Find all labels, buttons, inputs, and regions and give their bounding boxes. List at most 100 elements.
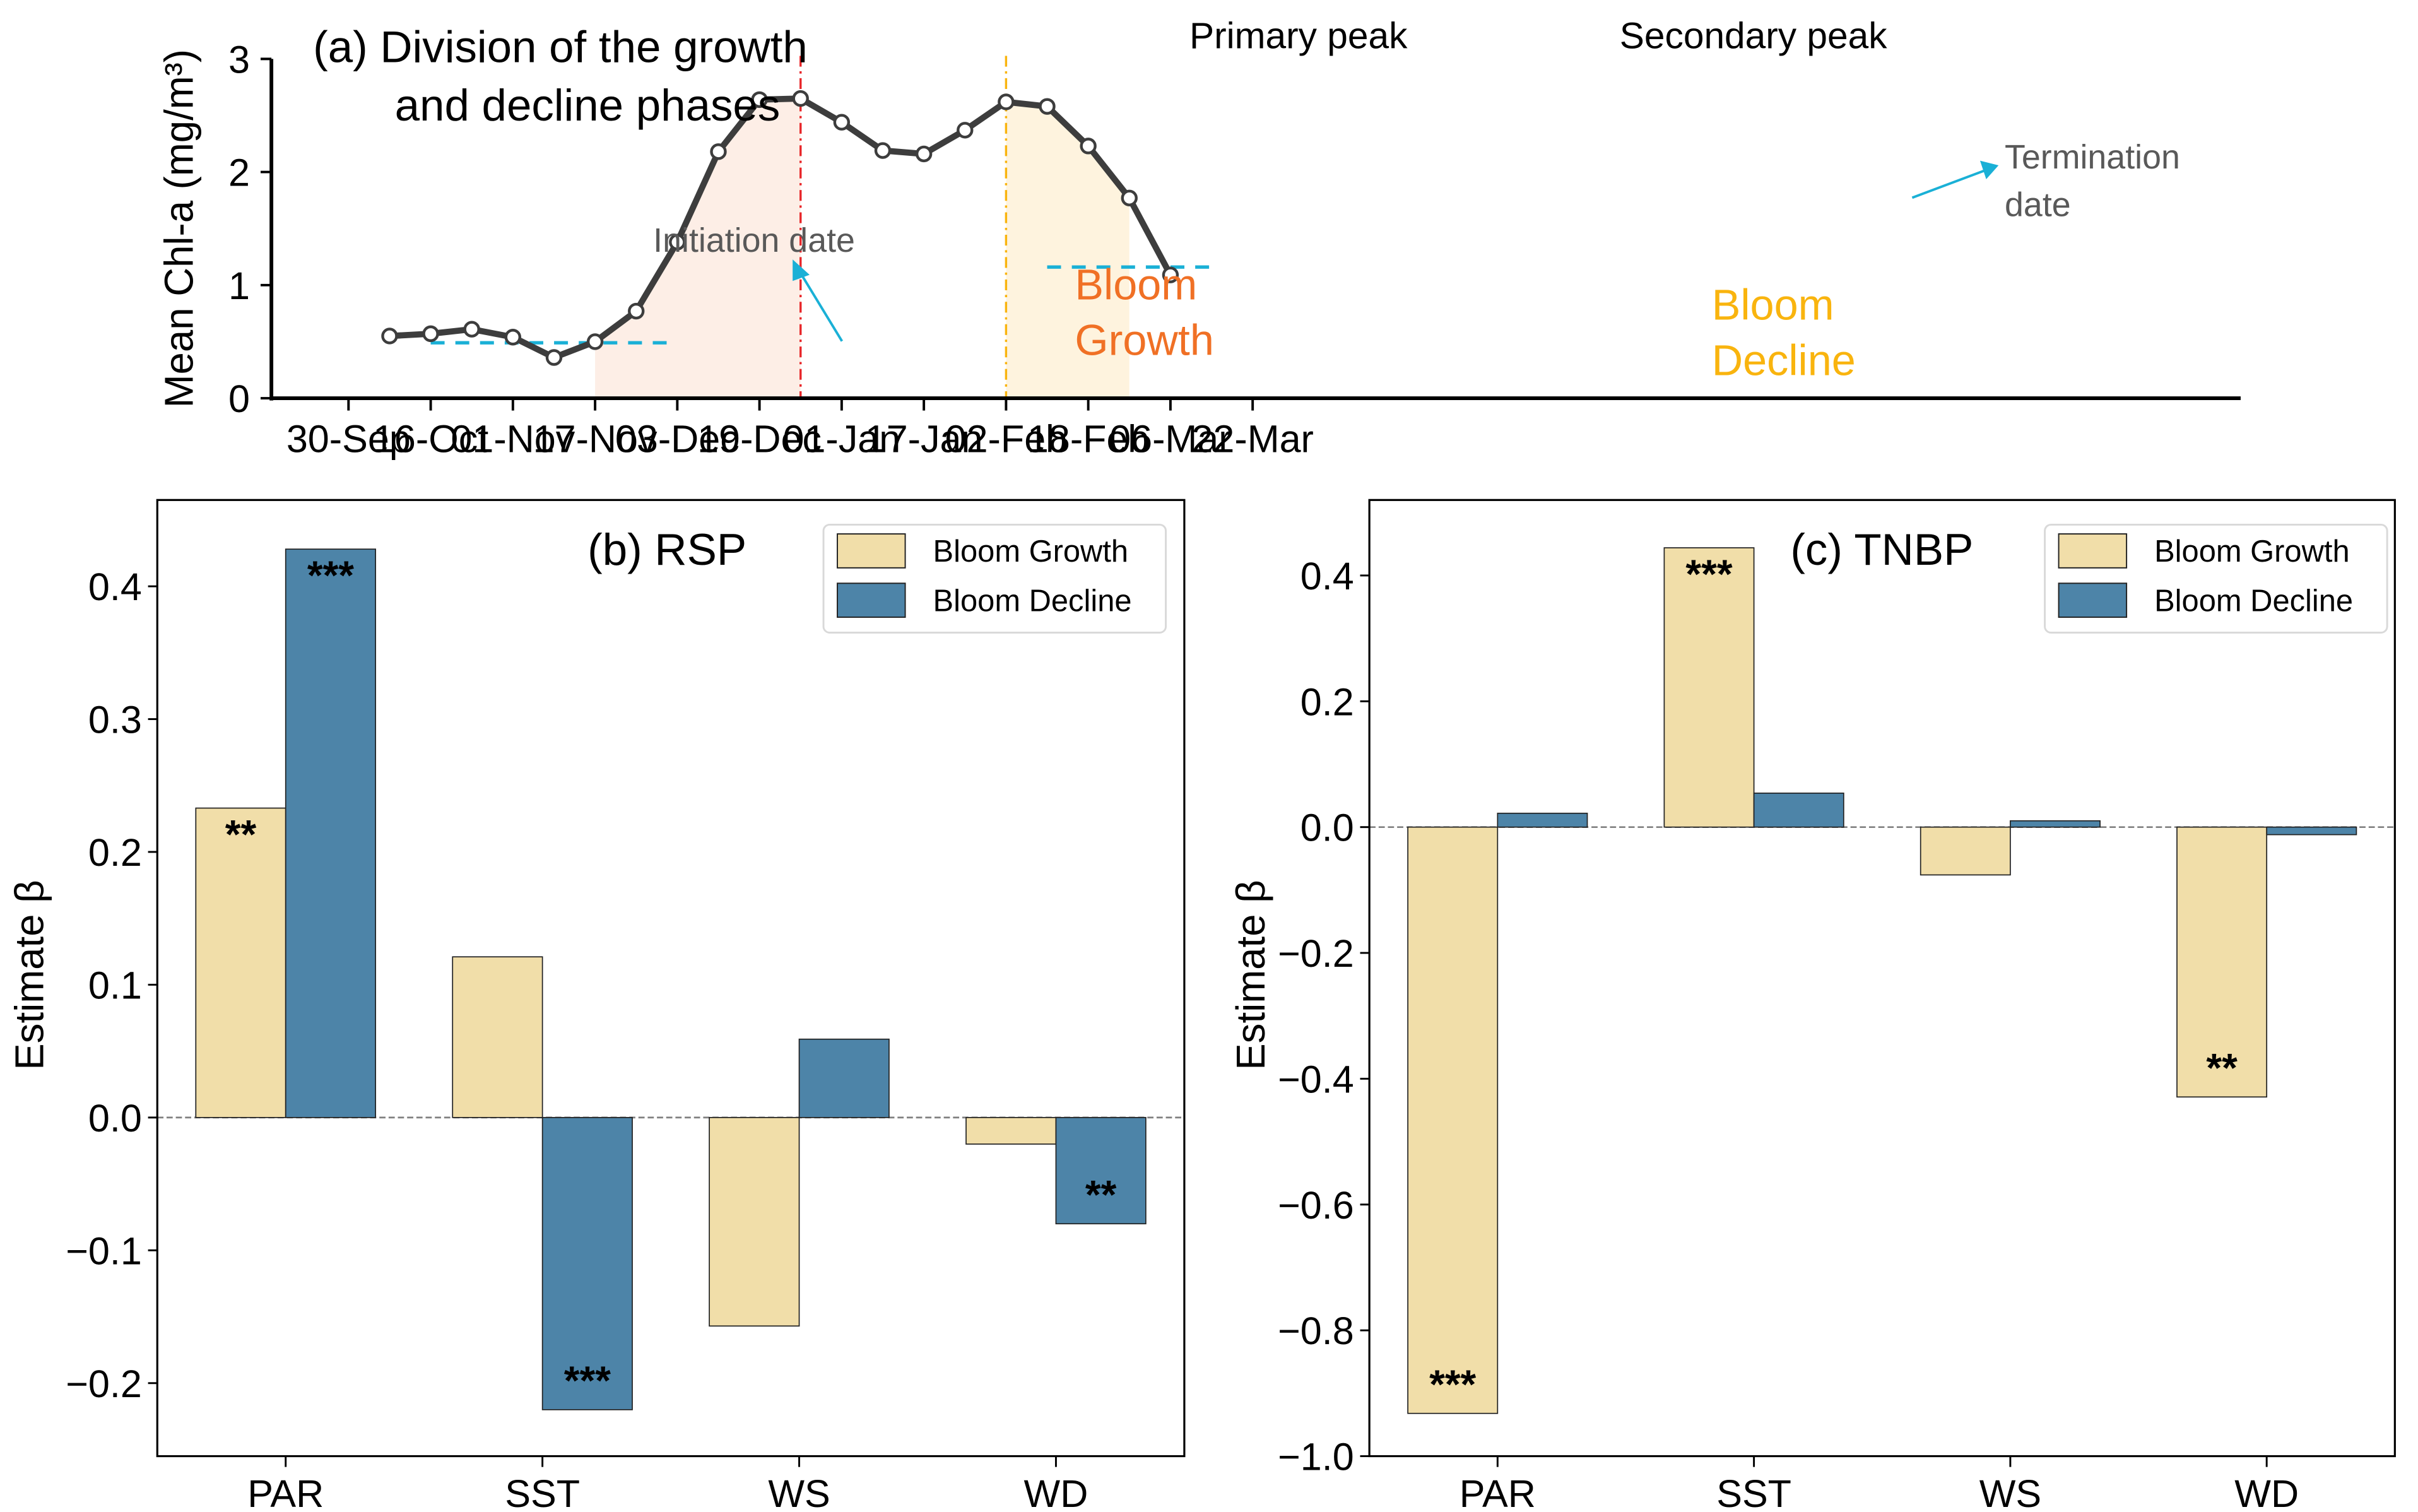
chl-a-point: [1039, 98, 1056, 115]
bloom-growth-label-line-2: Growth: [1075, 317, 1213, 365]
panel-b-legend: Bloom Growth Bloom Decline: [822, 523, 1167, 634]
termination-date-label-line-2: date: [2005, 186, 2071, 224]
x-tick-label-ws: WS: [768, 1472, 830, 1512]
secondary-peak-label: Secondary peak: [1620, 15, 1887, 56]
y-tick-label: −0.6: [1278, 1184, 1354, 1227]
bar-sst-decline: [1753, 792, 1844, 828]
plot-frame: [1368, 499, 2396, 1458]
panel-c-bar-chart: *** PAR *** SST WS ** WD −1.0 −0.8 −0.6 −0.4 −0.2 0.…: [1229, 499, 2396, 1512]
chl-a-point: [545, 349, 563, 366]
significance-marker: **: [1085, 1172, 1117, 1217]
bar-par-decline: [1497, 812, 1588, 828]
y-tick-label: 0.2: [88, 831, 142, 874]
bar-sst-growth: [452, 956, 543, 1118]
bloom-decline-label-line-2: Decline: [1712, 336, 1856, 384]
initiation-arrow: [793, 259, 844, 342]
y-tick-label: 0.4: [1300, 555, 1354, 598]
primary-peak-label: Primary peak: [1189, 15, 1408, 56]
chl-a-point: [669, 233, 686, 251]
significance-marker: ***: [564, 1358, 611, 1403]
y-tick-label: −0.2: [1278, 932, 1354, 975]
x-tick-label-par: PAR: [1460, 1472, 1536, 1512]
bloom-decline-label-line-1: Bloom: [1712, 281, 1834, 329]
panel-a-x-tick-label: 03-Dec: [615, 418, 740, 461]
panel-a-y-tick-label: 3: [228, 38, 250, 81]
panel-a-x-tick-label: 18-Feb: [1027, 418, 1150, 461]
termination-arrow: [1911, 160, 1999, 199]
y-tick-label: −0.8: [1278, 1309, 1354, 1352]
significance-marker: **: [2206, 1046, 2238, 1090]
panel-a-x-tick-label: 17-Jan: [865, 418, 983, 461]
panel-a-x-tick-label: 16-Oct: [373, 418, 488, 461]
y-tick-label: −1.0: [1278, 1436, 1354, 1479]
chl-a-point: [1121, 189, 1138, 207]
y-tick-label: −0.1: [66, 1229, 142, 1272]
bar-wd-decline: [2266, 826, 2357, 836]
y-tick-label: 0.1: [88, 964, 142, 1007]
bar-par-decline: [285, 548, 377, 1118]
panel-a-x-tick-label: 02-Feb: [945, 418, 1068, 461]
bar-par-growth: [1407, 826, 1499, 1414]
chl-a-point: [1080, 138, 1097, 155]
legend-swatch-growth: [837, 533, 906, 569]
legend-swatch-growth: [2058, 533, 2128, 569]
chl-a-point: [998, 93, 1015, 110]
panel-c-title: (c) TNBP: [1790, 525, 1973, 575]
panel-b-bar-chart: *****PAR***SST WS**WD−0.2−0.10.00.10.20.3…: [7, 499, 1186, 1512]
bloom-growth-label-line-1: Bloom: [1075, 261, 1197, 309]
panel-a-y-tick-label: 2: [228, 151, 250, 194]
panel-a-x-tick-label: 22-Mar: [1191, 418, 1313, 461]
panel-a-y-tick-label: 1: [228, 264, 250, 307]
y-tick-label: 0.4: [88, 565, 142, 608]
x-tick-label-wd: WD: [2234, 1472, 2299, 1512]
panel-c-legend: Bloom Growth Bloom Decline: [2044, 523, 2388, 634]
chl-a-point: [1162, 266, 1179, 283]
chl-a-point: [710, 143, 727, 160]
bloom-growth-region: [595, 98, 801, 399]
y-tick-label: 0.3: [88, 699, 142, 741]
significance-marker: **: [225, 812, 257, 857]
chl-a-point: [792, 90, 809, 107]
initiation-date-label: Initiation date: [653, 221, 855, 259]
panel-a-y-axis-title: Mean Chl-a (mg/m³): [156, 49, 201, 408]
chl-a-point: [504, 329, 522, 346]
y-tick-label: −0.2: [66, 1362, 142, 1405]
panel-b-y-axis-title: Estimate β: [7, 880, 52, 1070]
chl-a-point: [381, 328, 398, 345]
legend-label-growth: Bloom Growth: [933, 535, 1129, 569]
bar-ws-decline: [2010, 820, 2101, 828]
bar-ws-decline: [798, 1038, 890, 1118]
bar-ws-growth: [709, 1117, 800, 1327]
panel-a-x-tick-label: 30-Sep: [286, 418, 411, 461]
panel-a-y-tick-label: 0: [228, 377, 250, 420]
plot-frame: [156, 499, 1186, 1458]
panel-c-y-axis-title: Estimate β: [1229, 880, 1273, 1070]
panel-a-line-chart: 0 1 2 3 30-Sep16-Oct01-Nov17-Nov03-Dec19-Dec…: [156, 15, 2241, 461]
chl-a-point: [422, 325, 439, 343]
y-tick-label: −0.4: [1278, 1058, 1354, 1101]
x-tick-label-ws: WS: [1979, 1472, 2041, 1512]
y-tick-label: 0.0: [1300, 806, 1354, 849]
bar-ws-growth: [1920, 826, 2011, 876]
chl-a-point: [915, 145, 933, 163]
panel-a-x-tick-label: 06-Mar: [1109, 418, 1231, 461]
legend-swatch-decline: [2058, 582, 2128, 618]
significance-marker: ***: [1685, 552, 1732, 597]
x-tick-label-par: PAR: [247, 1472, 324, 1512]
chl-a-point: [586, 333, 604, 350]
panel-a-title-line-1: (a) Division of the growth: [313, 22, 808, 72]
bar-wd-growth: [2176, 826, 2268, 1098]
x-tick-label-wd: WD: [1024, 1472, 1088, 1512]
panel-b-title: (b) RSP: [587, 525, 746, 575]
chl-a-point: [628, 302, 645, 320]
termination-date-label-line-1: Termination: [2005, 138, 2180, 176]
legend-label-decline: Bloom Decline: [933, 584, 1132, 618]
y-tick-label: 0.2: [1300, 680, 1354, 723]
panel-a-x-tick-label: 19-Dec: [697, 418, 822, 461]
bar-sst-growth: [1663, 547, 1755, 828]
bar-par-growth: [195, 807, 286, 1118]
panel-a-x-tick-label: 17-Nov: [533, 418, 658, 461]
bloom-decline-region: [1006, 102, 1129, 399]
legend-swatch-decline: [837, 582, 906, 618]
